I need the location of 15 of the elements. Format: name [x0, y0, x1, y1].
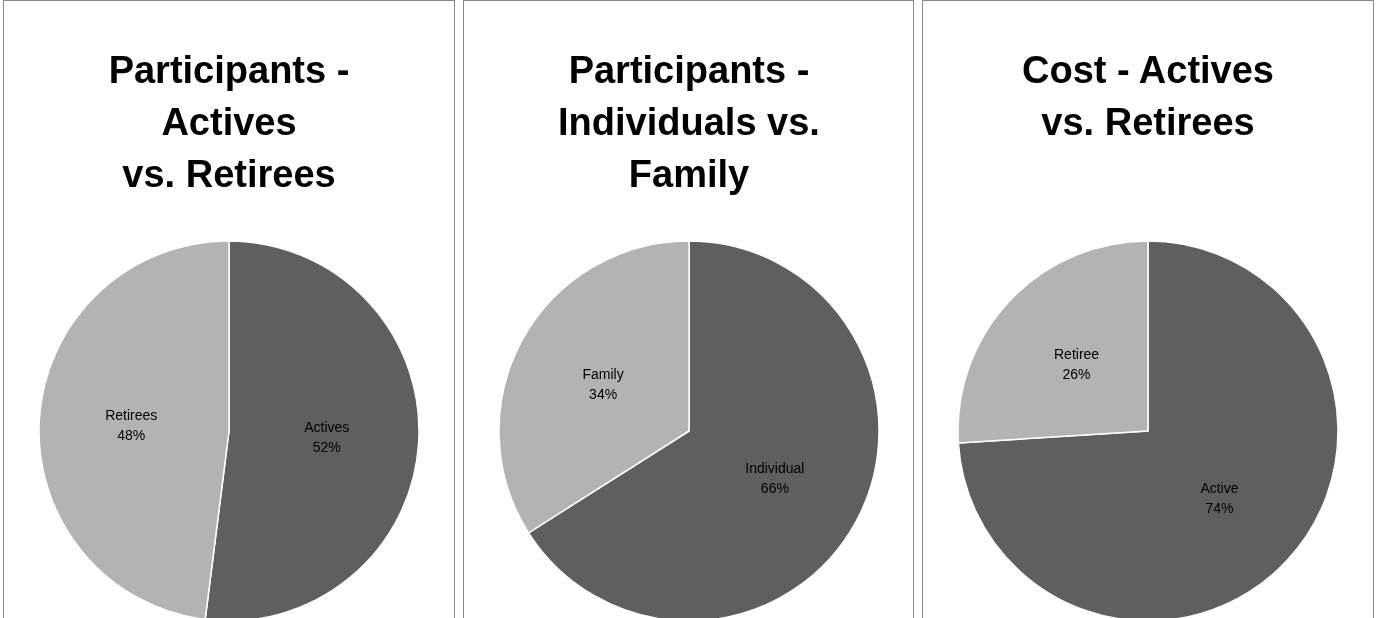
data-label: 52% [312, 439, 341, 456]
chart-title: Cost - Actives vs. Retirees [1022, 49, 1275, 143]
slice-label: Actives [304, 419, 350, 436]
data-label: 26% [1062, 365, 1091, 382]
data-label: 34% [588, 385, 617, 402]
slice-label: Active [1200, 480, 1240, 497]
slice-label: Retirees [105, 406, 158, 423]
data-label: 48% [117, 426, 146, 443]
data-label: 74% [1205, 500, 1234, 517]
slice-label: Individual [744, 460, 805, 477]
slice-label: Family [582, 365, 624, 382]
data-label: 66% [760, 480, 789, 497]
chart-title: Participants - Individuals vs. Family [557, 49, 820, 195]
chart-title: Participants - Actives vs. Retirees [108, 49, 350, 195]
slice-label: Retiree [1054, 345, 1100, 362]
